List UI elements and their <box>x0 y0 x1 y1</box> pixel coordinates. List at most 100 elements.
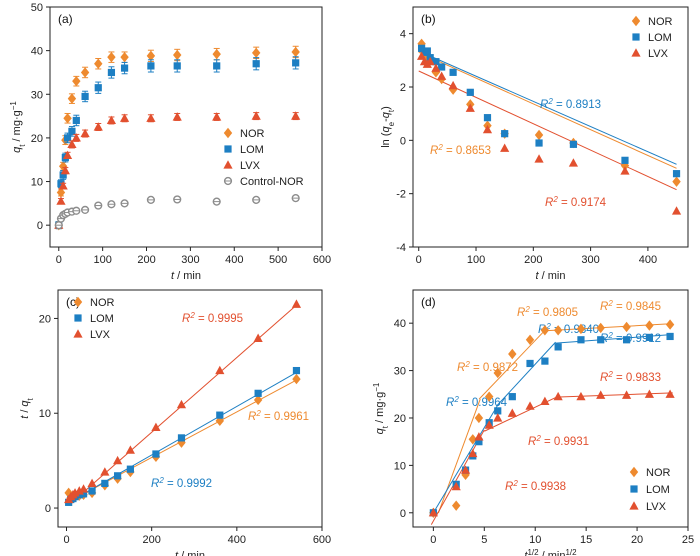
data-point-lvx <box>596 390 606 399</box>
data-point-lvx <box>146 113 156 122</box>
x-axis-label: t / min <box>536 270 566 282</box>
legend-label: NOR <box>240 128 265 140</box>
data-point-lvx <box>671 206 682 215</box>
y-tick-label: -4 <box>396 242 406 254</box>
r-squared-label: R2 = 0.9931 <box>528 434 589 449</box>
data-point-nor <box>253 394 263 406</box>
x-tick-label: 300 <box>581 254 599 266</box>
y-tick-label: 20 <box>39 313 51 325</box>
data-point-lvx <box>125 445 135 454</box>
data-point-nor <box>120 51 129 63</box>
panel-label-b: (b) <box>421 12 436 26</box>
data-point-lvx <box>416 51 427 60</box>
fit-line-nor <box>437 398 481 513</box>
data-point-lom <box>216 411 224 419</box>
panel-b: 0 100 200 300 400 -4 -2 0 2 4 (b) t / min ln (qe-qt)… <box>380 6 689 282</box>
data-point-nor <box>56 187 66 198</box>
data-point-nor <box>468 434 477 445</box>
plot-frame-d <box>412 289 689 528</box>
fit-line-lom <box>496 341 556 407</box>
y-axis-label: qt / mg·g−1 <box>9 101 27 153</box>
data-point-lom <box>645 333 653 341</box>
data-point-lvx <box>428 507 438 517</box>
data-point-lom <box>432 58 440 66</box>
legend-marker-nor <box>631 15 641 27</box>
x-tick-label: 0 <box>63 534 69 546</box>
data-point-lvx <box>291 111 301 120</box>
r-squared-label: R2 = 0.9961 <box>248 409 309 424</box>
data-point-lvx <box>56 196 66 205</box>
data-point-lom <box>672 170 681 178</box>
x-tick-label: 400 <box>228 534 246 546</box>
legend-label: LVX <box>240 160 261 172</box>
data-point-nor <box>107 51 116 63</box>
r-squared-label: R2 = 0.9938 <box>505 479 566 494</box>
legend-label: LVX <box>648 48 669 60</box>
data-point-nor <box>67 93 77 104</box>
plot-frame-a <box>49 6 323 248</box>
data-point-lom <box>292 59 300 67</box>
y-tick-label: 40 <box>31 46 43 58</box>
x-axis-label: t1/2 / min1/2 <box>524 548 577 556</box>
panel-label-d: (d) <box>421 295 436 309</box>
data-point-lvx <box>151 422 161 432</box>
y-axis-label: qt / mg·g−1 <box>372 382 390 434</box>
x-tick-label: 600 <box>313 534 331 546</box>
legend-label: LOM <box>646 484 670 496</box>
data-point-nor <box>291 46 300 58</box>
data-point-lom <box>152 450 160 458</box>
data-point-lvx <box>87 478 97 487</box>
data-point-lom <box>483 114 492 122</box>
data-point-nor <box>474 412 484 424</box>
data-point-lvx <box>460 465 471 474</box>
y-tick-label: 10 <box>39 408 51 420</box>
panel-label-a: (a) <box>58 12 73 26</box>
data-point-lvx <box>568 158 579 167</box>
data-point-lvx <box>621 390 632 399</box>
data-point-lom <box>88 487 96 495</box>
x-tick-label: 200 <box>524 254 542 266</box>
data-point-lvx <box>67 139 77 149</box>
data-point-lvx <box>465 103 475 112</box>
y-axis-label: ln (qe-qt) <box>380 106 396 148</box>
legend-label: LVX <box>646 501 667 513</box>
x-tick-label: 200 <box>137 254 155 266</box>
data-point-lvx <box>484 420 494 429</box>
r-squared-label: R2 = 0.9872 <box>457 360 518 375</box>
data-point-lom <box>114 472 122 480</box>
y-tick-label: 40 <box>394 318 406 330</box>
data-point-lvx <box>644 389 654 398</box>
legend-marker-lvx <box>223 160 233 169</box>
data-point-nor <box>645 320 654 331</box>
data-point-nor <box>212 48 221 60</box>
data-point-lom <box>213 62 221 70</box>
legend-marker-nor <box>73 296 83 308</box>
y-tick-label: 0 <box>45 503 51 515</box>
data-point-lvx <box>437 71 447 80</box>
data-point-lvx <box>553 391 563 401</box>
data-point-nor <box>508 348 517 360</box>
y-tick-label: 50 <box>31 2 43 14</box>
data-point-lom <box>508 393 516 401</box>
data-point-lom <box>449 68 457 76</box>
fit-line-nor <box>478 329 546 400</box>
y-tick-label: 4 <box>400 29 406 41</box>
data-point-lvx <box>525 401 535 410</box>
data-point-lvx <box>451 481 461 491</box>
data-point-lom <box>541 357 549 365</box>
data-point-nor <box>540 325 550 336</box>
data-point-lom <box>75 491 83 499</box>
data-point-lom <box>535 139 543 147</box>
x-tick-label: 15 <box>580 534 592 546</box>
r-squared-label: R2 = 0.8913 <box>540 97 601 112</box>
data-point-lom <box>292 366 301 375</box>
r-squared-label: R2 = 0.9964 <box>446 395 508 410</box>
data-point-lom <box>597 336 605 344</box>
r-squared-label: R2 = 0.9174 <box>545 195 607 210</box>
legend-marker-lvx <box>629 501 639 510</box>
fit-line-nor <box>418 51 677 169</box>
fit-line-lom <box>418 50 677 165</box>
data-point-lvx <box>251 111 261 120</box>
data-point-lom <box>126 465 134 473</box>
